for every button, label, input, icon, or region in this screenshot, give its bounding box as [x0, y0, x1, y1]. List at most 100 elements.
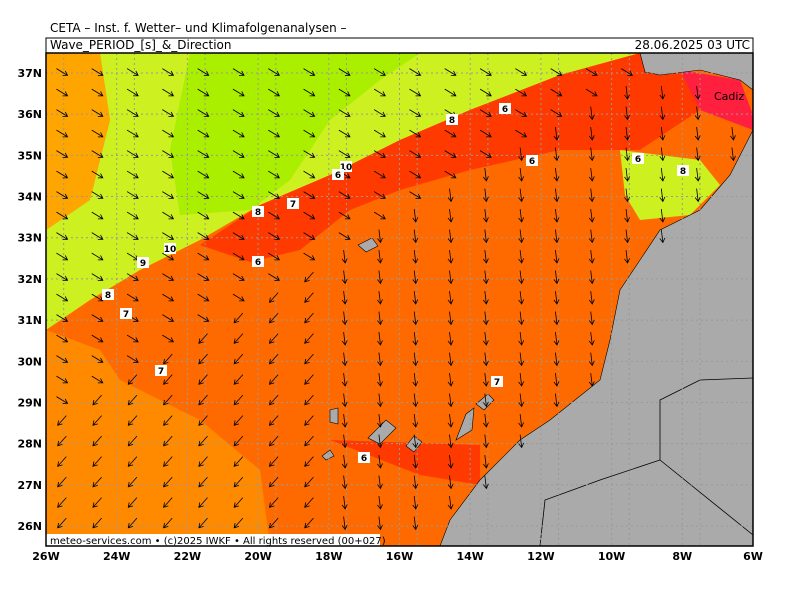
direction-arrow — [482, 331, 489, 346]
field-region — [620, 150, 720, 220]
direction-arrow — [377, 516, 383, 531]
direction-arrow — [304, 312, 314, 324]
direction-arrow — [659, 106, 666, 121]
contour-label: 6 — [255, 258, 261, 268]
direction-arrow — [444, 68, 457, 76]
direction-arrow — [197, 129, 210, 138]
direction-arrow — [482, 270, 489, 285]
lat-label: 27N — [17, 479, 42, 492]
direction-arrow — [233, 435, 244, 447]
direction-arrow — [588, 311, 595, 326]
direction-arrow — [447, 331, 454, 346]
direction-arrow — [126, 109, 139, 117]
direction-arrow — [588, 352, 595, 367]
direction-arrow — [694, 106, 701, 121]
direction-arrow — [91, 211, 104, 220]
direction-arrow — [56, 150, 69, 158]
direction-arrow — [624, 208, 630, 223]
direction-arrow — [341, 331, 348, 346]
direction-arrow — [233, 476, 244, 488]
direction-arrow — [268, 129, 281, 138]
lat-label: 36N — [17, 108, 42, 121]
direction-arrow — [373, 109, 386, 117]
direction-arrow — [163, 497, 173, 508]
contour-label-box — [155, 365, 167, 376]
land-africa — [439, 129, 753, 546]
contour-label-box — [499, 103, 511, 114]
direction-arrow — [588, 270, 595, 285]
island — [329, 407, 339, 425]
direction-arrow — [518, 208, 525, 223]
direction-arrow — [127, 394, 138, 406]
direction-arrow — [232, 232, 245, 240]
direction-arrow — [56, 396, 69, 404]
direction-arrow — [550, 109, 563, 117]
direction-arrow — [127, 435, 138, 447]
direction-arrow — [303, 150, 316, 158]
place-label: Cadiz — [714, 90, 744, 103]
direction-arrow — [412, 352, 419, 367]
direction-arrow — [373, 170, 386, 179]
direction-arrow — [412, 229, 419, 244]
direction-arrow — [304, 517, 314, 529]
direction-arrow — [482, 352, 489, 367]
direction-arrow — [92, 517, 102, 529]
direction-arrow — [518, 270, 525, 285]
direction-arrow — [91, 109, 104, 117]
direction-arrow — [127, 517, 138, 529]
direction-arrows — [56, 68, 736, 531]
direction-arrow — [198, 456, 208, 467]
direction-arrow — [163, 456, 173, 467]
contour-label-box — [446, 114, 458, 125]
direction-arrow — [304, 415, 314, 426]
header-title: CETA – Inst. f. Wetter– und Klimafolgena… — [50, 21, 347, 35]
direction-arrow — [412, 393, 419, 408]
field-region — [680, 70, 753, 130]
direction-arrow — [92, 415, 102, 426]
direction-arrow — [126, 170, 139, 179]
direction-arrow — [624, 188, 630, 203]
lat-label: 33N — [17, 232, 42, 245]
direction-arrow — [198, 415, 208, 426]
direction-arrow — [588, 188, 595, 203]
direction-arrow — [268, 517, 279, 529]
direction-arrow — [341, 413, 348, 428]
direction-arrow — [588, 126, 595, 141]
direction-arrow — [553, 188, 560, 203]
direction-arrow — [303, 232, 316, 240]
direction-arrow — [341, 352, 348, 367]
field-region — [46, 53, 110, 230]
direction-arrow — [56, 293, 69, 302]
direction-arrow — [268, 273, 281, 281]
footer-box — [46, 534, 380, 546]
direction-arrow — [377, 331, 383, 346]
direction-arrow — [553, 167, 560, 182]
direction-arrow — [621, 68, 634, 76]
contour-label: 7 — [123, 310, 129, 320]
direction-arrow — [197, 68, 210, 76]
contour-label-box — [137, 257, 149, 268]
direction-arrow — [232, 293, 245, 302]
direction-arrow — [377, 413, 383, 428]
contour-label: 10 — [340, 163, 353, 173]
contour-label-box — [526, 155, 538, 166]
direction-arrow — [126, 150, 139, 158]
direction-arrow — [91, 129, 104, 138]
direction-arrow — [198, 476, 208, 488]
contour-label: 6 — [529, 157, 535, 167]
contour-label: 6 — [361, 454, 367, 464]
direction-arrow — [659, 147, 666, 162]
direction-arrow — [92, 497, 102, 508]
direction-arrow — [197, 314, 210, 322]
direction-arrow — [197, 293, 210, 302]
direction-arrow — [232, 170, 245, 179]
direction-arrow — [377, 352, 383, 367]
direction-arrow — [377, 311, 383, 326]
lon-label: 24W — [103, 550, 130, 563]
direction-arrow — [515, 109, 528, 117]
direction-arrow — [233, 415, 244, 426]
direction-arrow — [377, 475, 383, 490]
direction-arrow — [482, 249, 489, 264]
